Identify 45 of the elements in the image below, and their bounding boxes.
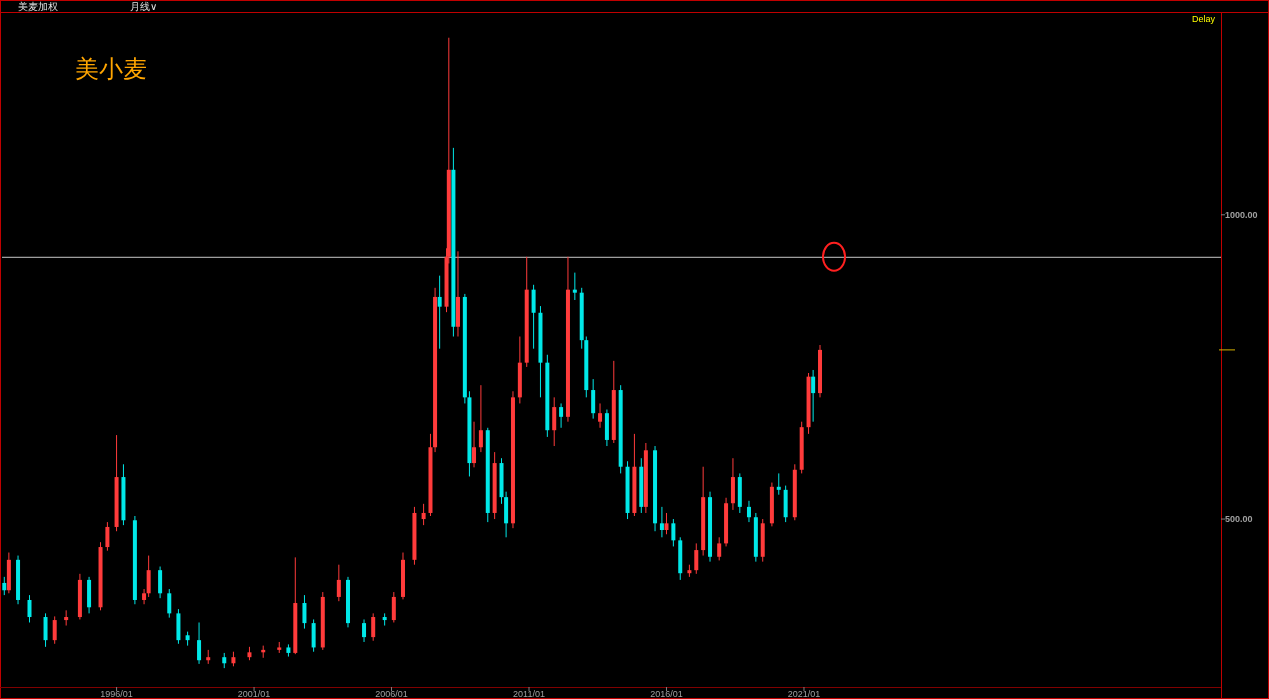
candlestick <box>671 518 676 547</box>
candlestick <box>142 588 147 605</box>
candlestick <box>746 500 751 523</box>
candlestick <box>43 612 48 648</box>
candlestick <box>391 591 396 623</box>
candlestick <box>664 512 669 535</box>
chart-subtitle: 月线∨ <box>130 1 158 12</box>
candlestick <box>694 542 699 575</box>
candlestick <box>302 594 307 630</box>
candlestick <box>591 378 596 420</box>
annotation: Delay <box>1191 14 1216 24</box>
candlestick <box>371 612 376 642</box>
candlestick <box>472 421 477 468</box>
y-tick-label: 1000.00 <box>1225 209 1258 220</box>
candlestick <box>552 396 557 447</box>
candlestick <box>421 503 426 526</box>
x-tick-label: 2011/01 <box>513 689 545 699</box>
candlestick <box>598 402 603 429</box>
annotation: 美小麦 <box>75 55 147 82</box>
candlestick <box>572 272 577 301</box>
y-tick-label: 500.00 <box>1225 514 1253 525</box>
candlestick <box>362 618 367 643</box>
candlestick <box>158 566 163 599</box>
x-tick-label: 2016/01 <box>650 689 683 699</box>
x-tick-label: 2001/01 <box>237 689 271 699</box>
candlestick <box>146 555 151 598</box>
chart-title: 美麦加权 <box>18 1 58 12</box>
candlestick <box>478 384 483 453</box>
candlestick <box>559 402 564 429</box>
candlestick <box>437 275 442 350</box>
candlestick <box>717 536 722 561</box>
x-tick-label: 1996/01 <box>100 689 133 699</box>
candlestick <box>531 284 536 350</box>
candlestick <box>336 564 341 602</box>
candlestick <box>52 615 57 645</box>
x-tick-label: 2021/01 <box>787 689 821 699</box>
candlestick <box>2 576 7 596</box>
candlestick <box>776 472 781 496</box>
candlestick <box>105 521 110 552</box>
candlestick <box>811 369 816 423</box>
candlestick <box>197 622 202 665</box>
candlestick <box>167 588 172 619</box>
candlestick <box>27 594 32 623</box>
candlestick <box>659 506 664 538</box>
x-tick-label: 2006/01 <box>375 689 408 699</box>
